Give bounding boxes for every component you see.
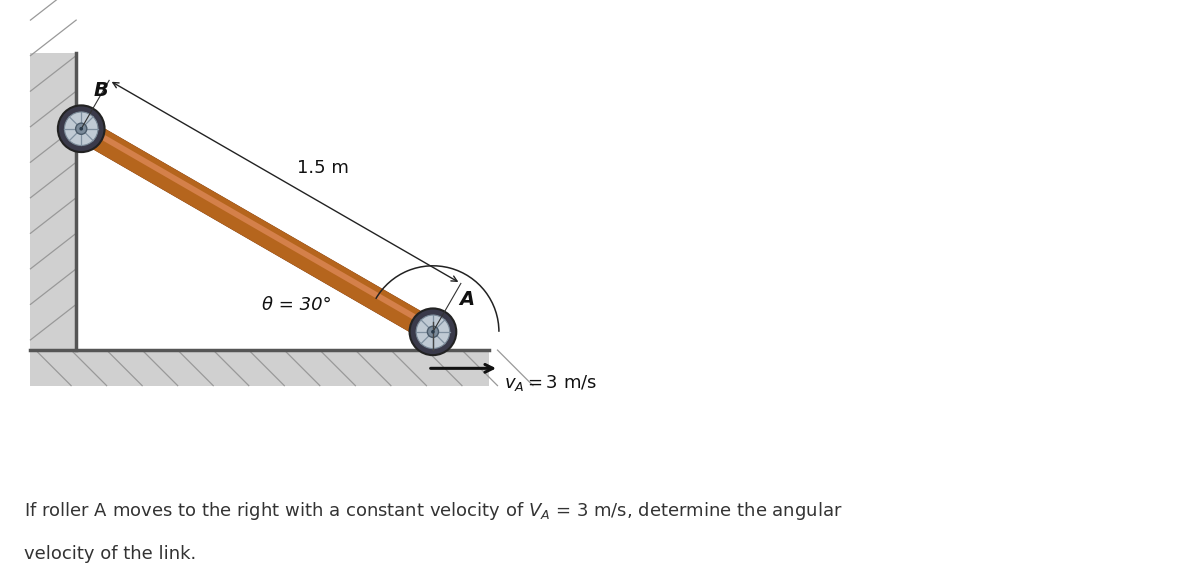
Circle shape xyxy=(416,315,450,348)
Circle shape xyxy=(58,106,104,152)
Text: velocity of the link.: velocity of the link. xyxy=(24,545,197,563)
Polygon shape xyxy=(30,53,76,350)
Circle shape xyxy=(79,127,83,130)
Polygon shape xyxy=(76,119,439,342)
Circle shape xyxy=(76,123,86,134)
Circle shape xyxy=(65,112,98,145)
Circle shape xyxy=(409,308,456,355)
Text: θ = 30°: θ = 30° xyxy=(262,296,331,313)
Text: If roller A moves to the right with a constant velocity of $V_A$ = 3 m/s, determ: If roller A moves to the right with a co… xyxy=(24,499,842,522)
Circle shape xyxy=(427,326,438,338)
Text: A: A xyxy=(460,290,474,309)
Text: $v_A = 3$ m/s: $v_A = 3$ m/s xyxy=(504,374,598,393)
Text: 1.5 m: 1.5 m xyxy=(298,159,349,177)
Polygon shape xyxy=(82,123,436,331)
Circle shape xyxy=(431,330,434,333)
Polygon shape xyxy=(30,350,488,386)
Polygon shape xyxy=(76,119,439,342)
Text: B: B xyxy=(94,82,108,100)
